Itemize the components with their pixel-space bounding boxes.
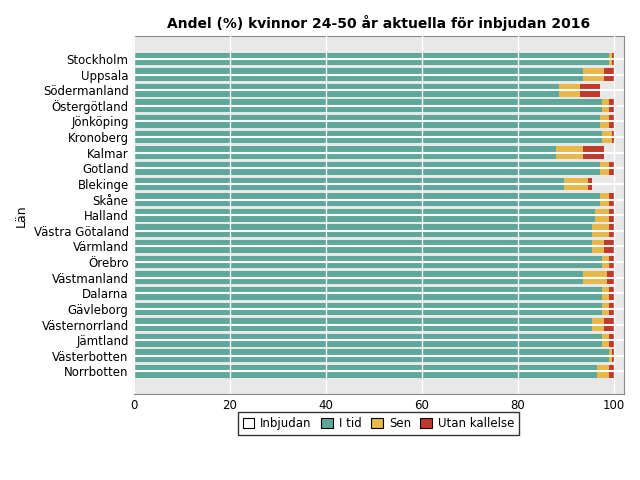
- Bar: [134, 209, 595, 222]
- Bar: [134, 334, 602, 347]
- Bar: [609, 334, 614, 347]
- Title: Andel (%) kvinnor 24-50 år aktuella för inbjudan 2016: Andel (%) kvinnor 24-50 år aktuella för …: [167, 15, 590, 31]
- Bar: [134, 302, 602, 315]
- Bar: [583, 271, 607, 284]
- Bar: [602, 334, 609, 347]
- Bar: [597, 365, 609, 378]
- Bar: [134, 287, 602, 300]
- Bar: [609, 256, 614, 268]
- Bar: [609, 99, 614, 112]
- Bar: [593, 318, 604, 331]
- Bar: [134, 99, 602, 112]
- Bar: [602, 99, 609, 112]
- Bar: [600, 162, 609, 175]
- Bar: [609, 193, 614, 206]
- Bar: [134, 193, 600, 206]
- Bar: [593, 225, 609, 237]
- Bar: [602, 287, 609, 300]
- Bar: [556, 146, 583, 159]
- Bar: [609, 287, 614, 300]
- Bar: [134, 349, 609, 362]
- Bar: [612, 53, 614, 65]
- Bar: [583, 68, 604, 81]
- Bar: [607, 271, 614, 284]
- Bar: [583, 146, 604, 159]
- Bar: [580, 84, 600, 96]
- Bar: [134, 178, 564, 191]
- Bar: [134, 225, 593, 237]
- Bar: [609, 53, 612, 65]
- Legend: Inbjudan, I tid, Sen, Utan kallelse: Inbjudan, I tid, Sen, Utan kallelse: [238, 412, 519, 435]
- Bar: [600, 115, 609, 128]
- Bar: [609, 302, 614, 315]
- Bar: [134, 131, 602, 144]
- Bar: [134, 271, 583, 284]
- Bar: [604, 68, 614, 81]
- Bar: [602, 256, 609, 268]
- Bar: [609, 365, 614, 378]
- Bar: [559, 84, 580, 96]
- Bar: [134, 84, 559, 96]
- Bar: [134, 256, 602, 268]
- Bar: [134, 115, 600, 128]
- Bar: [612, 131, 614, 144]
- Bar: [134, 162, 600, 175]
- Bar: [604, 318, 614, 331]
- Bar: [609, 115, 614, 128]
- Bar: [564, 178, 588, 191]
- Bar: [134, 146, 556, 159]
- Bar: [602, 131, 612, 144]
- Bar: [609, 209, 614, 222]
- Bar: [612, 349, 614, 362]
- Bar: [134, 53, 609, 65]
- Bar: [609, 349, 612, 362]
- Bar: [134, 365, 597, 378]
- Bar: [595, 209, 609, 222]
- Y-axis label: Län: Län: [15, 204, 28, 227]
- Bar: [602, 302, 609, 315]
- Bar: [609, 162, 614, 175]
- Bar: [593, 240, 604, 253]
- Bar: [604, 240, 614, 253]
- Bar: [134, 318, 593, 331]
- Bar: [600, 193, 609, 206]
- Bar: [134, 68, 583, 81]
- Bar: [588, 178, 593, 191]
- Bar: [134, 240, 593, 253]
- Bar: [609, 225, 614, 237]
